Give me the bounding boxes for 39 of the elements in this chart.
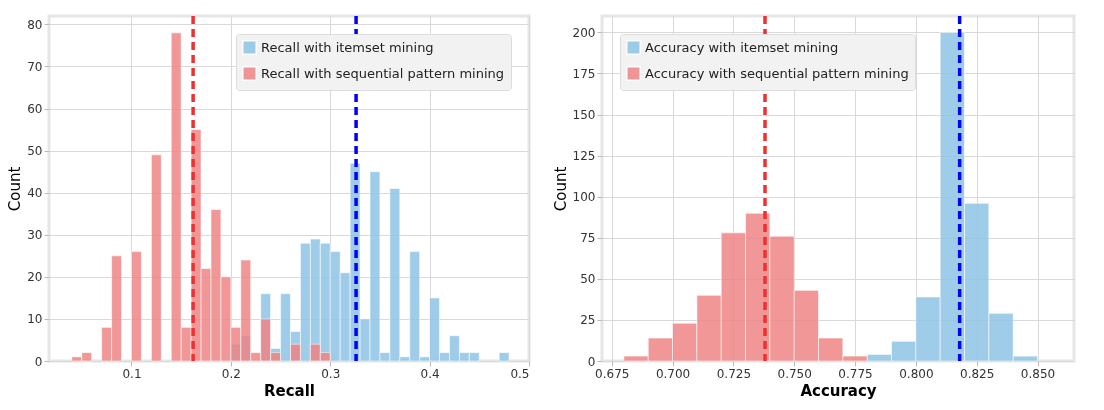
y-tick-label: 150 <box>572 108 596 123</box>
y-tick-label: 100 <box>572 190 596 205</box>
y-axis-title: Count <box>6 166 25 212</box>
y-tick-label: 0 <box>587 354 596 369</box>
x-tick-label: 0.4 <box>420 366 440 381</box>
y-axis-title: Count <box>551 166 570 212</box>
y-tick-label: 75 <box>580 231 596 246</box>
y-tick-label: 80 <box>27 17 43 32</box>
x-tick-label: 0.775 <box>838 366 873 381</box>
x-axis-title: Recall <box>263 381 316 400</box>
y-tick-label: 175 <box>572 67 596 81</box>
y-tick-label: 0 <box>34 354 43 369</box>
y-tick-label: 200 <box>572 25 596 40</box>
y-tick-label: 125 <box>572 149 596 164</box>
legend-label: Accuracy with itemset mining <box>645 39 839 55</box>
y-tick-label: 20 <box>27 270 43 285</box>
x-tick-label: 0.700 <box>655 366 691 381</box>
x-tick-label: 0.675 <box>595 366 630 381</box>
y-tick-label: 70 <box>27 59 43 74</box>
x-tick-label: 0.825 <box>960 366 995 381</box>
y-tick-label: 50 <box>580 272 596 287</box>
x-tick-label: 0.725 <box>716 366 752 381</box>
y-tick-label: 30 <box>27 228 43 243</box>
x-axis-title: Accuracy <box>800 381 877 400</box>
y-tick-label: 50 <box>27 144 43 159</box>
x-tick-label: 0.2 <box>221 366 241 381</box>
x-tick-label: 0.750 <box>777 366 812 381</box>
x-tick-label: 0.800 <box>899 366 934 381</box>
y-tick-label: 25 <box>580 313 596 328</box>
legend-label: Accuracy with sequential pattern mining <box>645 65 909 81</box>
legend-label: Recall with sequential pattern mining <box>261 65 505 81</box>
x-tick-label: 0.1 <box>122 366 142 381</box>
x-tick-label: 0.850 <box>1020 366 1056 381</box>
y-tick-label: 10 <box>27 312 43 327</box>
y-tick-label: 40 <box>27 186 43 201</box>
x-tick-label: 0.3 <box>321 366 341 381</box>
legend-label: Recall with itemset mining <box>261 39 434 55</box>
y-tick-label: 60 <box>27 102 43 117</box>
x-tick-label: 0.5 <box>510 366 530 381</box>
